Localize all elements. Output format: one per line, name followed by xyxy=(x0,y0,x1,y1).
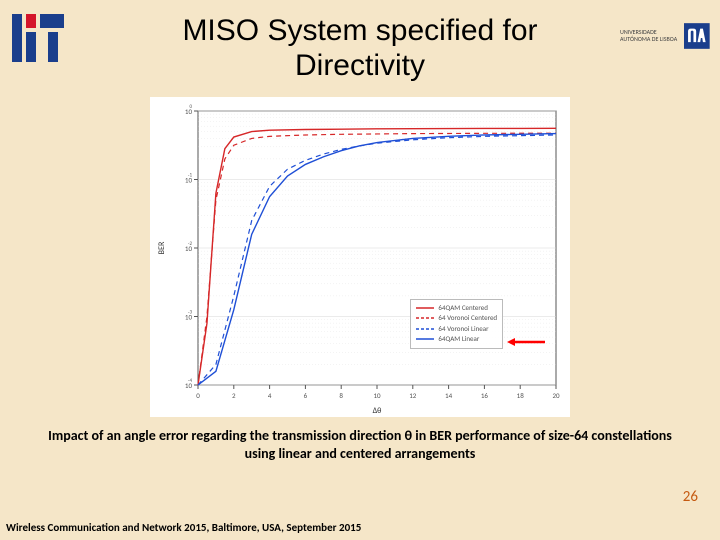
svg-text:12: 12 xyxy=(409,391,417,400)
title-line1: MISO System specified for xyxy=(182,14,537,47)
svg-text:-3: -3 xyxy=(188,310,193,316)
svg-text:BER: BER xyxy=(157,241,167,254)
ber-chart: 10-410-310-210-110002468101214161820ΔθBE… xyxy=(150,97,570,417)
svg-text:14: 14 xyxy=(445,391,453,400)
logo-ual-text: UNIVERSIDADE AUTÓNOMA DE LISBOA xyxy=(620,29,684,42)
svg-text:0: 0 xyxy=(196,391,200,400)
svg-text:4: 4 xyxy=(268,391,272,400)
logo-ual: UNIVERSIDADE AUTÓNOMA DE LISBOA xyxy=(620,8,710,63)
logo-it xyxy=(8,8,68,68)
chart-legend: 64QAM Centered64 Voronoi Centered64 Voro… xyxy=(410,299,503,349)
svg-text:Δθ: Δθ xyxy=(373,406,382,416)
svg-text:2: 2 xyxy=(232,391,236,400)
svg-text:-4: -4 xyxy=(188,378,193,384)
svg-text:16: 16 xyxy=(481,391,489,400)
svg-text:10: 10 xyxy=(373,391,381,400)
footer-text: Wireless Communication and Network 2015,… xyxy=(6,521,361,534)
title-line2: Directivity xyxy=(295,49,425,82)
svg-text:20: 20 xyxy=(552,391,560,400)
svg-text:18: 18 xyxy=(517,391,525,400)
page-number: 26 xyxy=(683,488,698,506)
annotation-arrow xyxy=(507,334,547,353)
svg-text:0: 0 xyxy=(189,104,192,110)
svg-text:-1: -1 xyxy=(188,173,193,179)
page-title: MISO System specified for Directivity xyxy=(0,0,720,83)
svg-text:8: 8 xyxy=(339,391,343,400)
svg-text:6: 6 xyxy=(304,391,308,400)
svg-text:-2: -2 xyxy=(188,241,193,247)
figure-caption: Impact of an angle error regarding the t… xyxy=(0,417,720,463)
